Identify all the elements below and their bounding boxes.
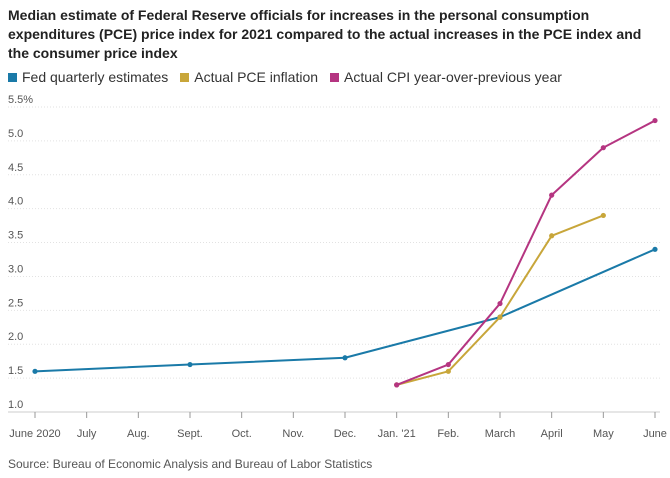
x-tick-label: Dec. [334, 428, 357, 440]
series-cpi [394, 117, 658, 388]
y-tick-label: 3.5 [8, 230, 23, 242]
series-layer [32, 117, 658, 388]
data-point-pce [600, 212, 606, 219]
data-point-cpi [652, 117, 658, 124]
data-point-cpi [549, 192, 555, 198]
grid-layer [8, 106, 660, 413]
data-point-cpi [497, 300, 503, 307]
data-point-fed [342, 355, 348, 361]
series-line-pce [395, 214, 605, 386]
x-tick-label: Feb. [437, 428, 459, 440]
x-axis: June 2020 July Aug. Sept. Oct. Nov. Dec. Jan. '… [9, 412, 667, 440]
data-point-pce [549, 233, 555, 239]
data-point-cpi [600, 145, 606, 151]
x-tick-label: April [541, 428, 563, 440]
y-tick-label: 1.0 [8, 399, 23, 411]
source-note: Source: Bureau of Economic Analysis and … [8, 457, 373, 471]
data-point-pce [497, 314, 503, 320]
legend-swatch-pce [180, 72, 190, 82]
y-tick-label: 4.0 [8, 196, 23, 208]
x-tick-label: June [643, 428, 667, 440]
chart-legend: Fed quarterly estimates Actual PCE infla… [8, 68, 574, 86]
y-tick-label: 5.5% [8, 94, 33, 106]
data-point-fed [187, 361, 193, 368]
legend-item-fed: Fed quarterly estimates [8, 69, 168, 85]
x-tick-label: July [77, 428, 97, 440]
legend-label-fed: Fed quarterly estimates [22, 69, 169, 85]
y-tick-label: 4.5 [8, 162, 23, 174]
data-point-fed [32, 368, 38, 374]
legend-item-pce: Actual PCE inflation [180, 69, 318, 85]
data-point-fed [652, 246, 658, 252]
y-tick-label: 2.0 [8, 331, 23, 343]
chart-title: Median estimate of Federal Reserve offic… [8, 7, 642, 61]
y-tick-label: 5.0 [8, 128, 23, 140]
x-tick-label: March [485, 428, 516, 440]
y-tick-label: 1.5 [8, 365, 23, 377]
x-tick-label: Jan. '21 [378, 428, 416, 440]
x-tick-label: Nov. [282, 428, 304, 440]
legend-label-cpi: Actual CPI year-over-previous year [344, 69, 562, 85]
legend-swatch-fed [8, 72, 17, 82]
legend-swatch-cpi [330, 72, 340, 82]
y-tick-label: 3.0 [8, 263, 23, 275]
x-tick-label: Aug. [127, 428, 150, 440]
x-tick-label: May [593, 428, 614, 440]
y-tick-label: 2.5 [8, 297, 23, 309]
data-point-cpi [394, 382, 400, 388]
x-tick-label: Oct. [232, 428, 252, 440]
legend-label-pce: Actual PCE inflation [194, 69, 319, 85]
x-tick-label: June 2020 [9, 428, 60, 440]
x-tick-label: Sept. [177, 428, 203, 440]
series-line-cpi [395, 119, 656, 386]
y-axis: 1.0 1.5 2.0 2.5 3.0 3.5 4.0 4.5 5.0 5.5% [8, 94, 33, 411]
series-pce [394, 212, 606, 388]
data-point-cpi [445, 361, 451, 368]
legend-item-cpi: Actual CPI year-over-previous year [330, 69, 562, 85]
data-point-pce [445, 368, 451, 374]
